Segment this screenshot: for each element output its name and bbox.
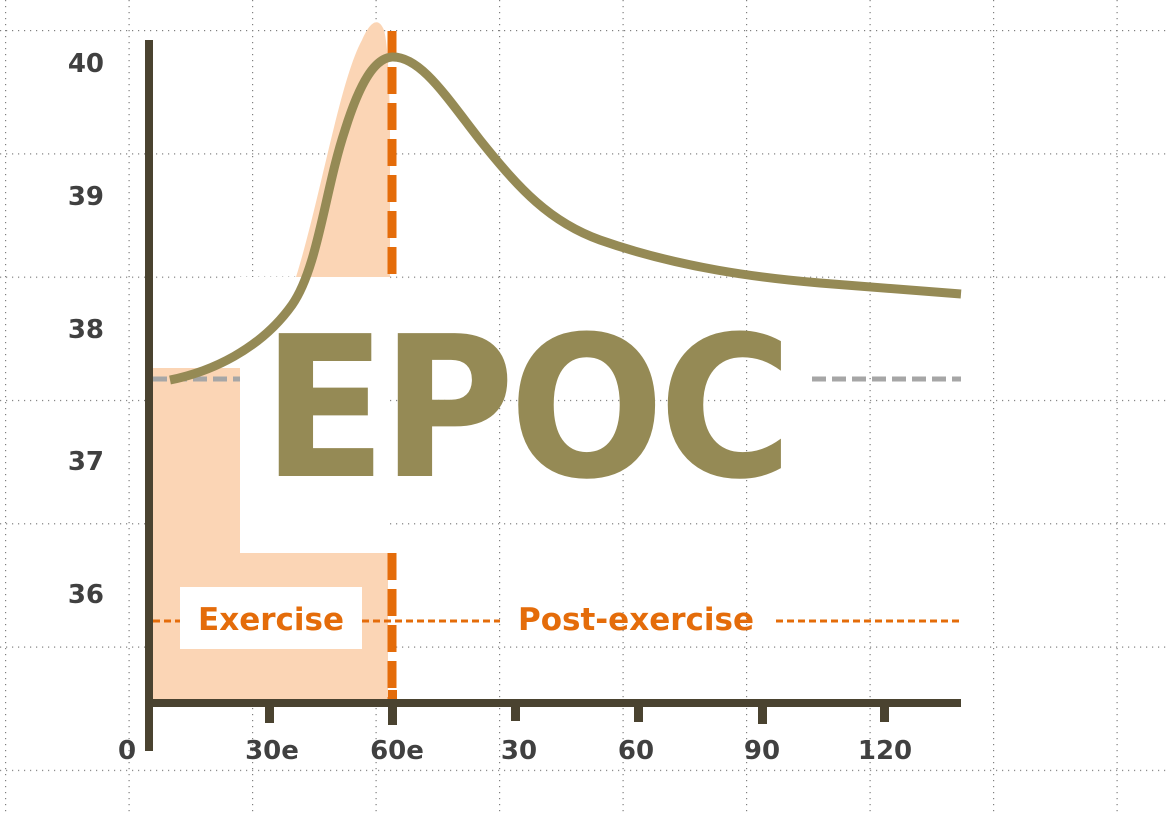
x-tick-30e bbox=[265, 707, 274, 723]
exercise-label-box bbox=[180, 587, 362, 649]
title-backdrop bbox=[240, 277, 390, 553]
x-label-60e: 60e bbox=[370, 736, 424, 766]
y-axis bbox=[145, 40, 153, 751]
x-tick-90 bbox=[758, 707, 767, 724]
y-tick-labels: 40 39 38 37 36 bbox=[68, 49, 104, 610]
x-tick-120 bbox=[880, 707, 889, 722]
axes bbox=[145, 40, 961, 751]
x-label-30: 30 bbox=[501, 736, 537, 766]
chart-title: EPOC bbox=[262, 295, 787, 523]
x-label-30e: 30e bbox=[245, 736, 299, 766]
epoc-curve bbox=[169, 52, 962, 385]
x-tick-labels: 0 30e 60e 30 60 90 120 bbox=[118, 736, 912, 766]
x-tick-60 bbox=[634, 707, 643, 722]
post-exercise-label: Post-exercise bbox=[518, 602, 754, 638]
x-label-60: 60 bbox=[618, 736, 654, 766]
x-tick-60e bbox=[388, 707, 397, 725]
y-label-39: 39 bbox=[68, 182, 104, 212]
x-tick-30 bbox=[511, 707, 520, 721]
exercise-label: Exercise bbox=[198, 602, 344, 638]
x-label-0: 0 bbox=[118, 736, 136, 766]
exercise-end-axis-marker bbox=[388, 690, 397, 699]
x-label-90: 90 bbox=[744, 736, 780, 766]
x-axis bbox=[145, 699, 961, 707]
y-label-38: 38 bbox=[68, 315, 104, 345]
y-label-37: 37 bbox=[68, 447, 104, 477]
x-label-120: 120 bbox=[858, 736, 912, 766]
y-label-40: 40 bbox=[68, 49, 104, 79]
y-label-36: 36 bbox=[68, 580, 104, 610]
